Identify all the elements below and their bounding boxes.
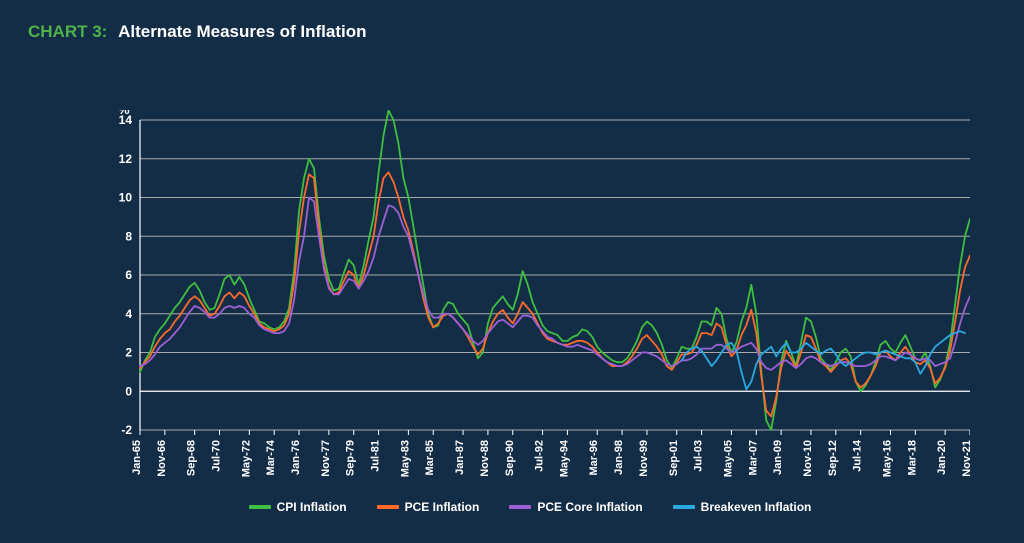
chart-area: -202468101214%Jan-65Nov-66Sep-68Jul-70Ma…: [90, 110, 970, 490]
x-tick-group: Jan-65 Nov-66 Sep-68 Jul-70 May-72 Mar-74 Jan-…: [131, 430, 970, 477]
x-tick-label: Sep-01: [668, 440, 680, 476]
x-tick-label: Jul-14: [852, 439, 864, 472]
legend-swatch: [673, 505, 695, 509]
series-pce: [140, 172, 970, 416]
x-tick-label: Jul-70: [211, 440, 223, 472]
legend-label: Breakeven Inflation: [701, 500, 812, 514]
chart-title-row: CHART 3: Alternate Measures of Inflation: [0, 0, 1024, 42]
x-tick-label: May-05: [722, 440, 734, 477]
legend-item-breakeven: Breakeven Inflation: [673, 500, 812, 514]
y-tick-label: 10: [119, 191, 133, 205]
legend-item-cpi: CPI Inflation: [249, 500, 347, 514]
y-tick-label: 8: [125, 229, 132, 243]
x-tick-label: May-16: [881, 440, 893, 477]
x-tick-label: Jan-98: [613, 440, 625, 475]
x-tick-label: Jul-92: [534, 440, 546, 472]
chart-title: Alternate Measures of Inflation: [118, 22, 366, 41]
y-tick-label: 2: [125, 346, 132, 360]
series-pce-core: [140, 198, 970, 370]
x-tick-label: Jan-76: [290, 440, 302, 475]
x-tick-label: Mar-07: [747, 440, 759, 475]
y-tick-label: 4: [125, 307, 132, 321]
y-tick-label: -2: [121, 423, 132, 437]
x-tick-label: Jan-87: [454, 440, 466, 475]
x-tick-label: Mar-74: [265, 439, 277, 475]
x-tick-label: Jan-09: [772, 440, 784, 475]
chart-number: CHART 3:: [28, 22, 107, 41]
x-tick-label: May-72: [240, 440, 252, 477]
y-tick-label: 6: [125, 268, 132, 282]
x-tick-label: Jan-65: [131, 440, 143, 475]
x-tick-label: Nov-77: [320, 440, 332, 477]
x-tick-label: Jul-03: [693, 440, 705, 472]
x-tick-label: Mar-96: [588, 440, 600, 475]
x-tick-label: Sep-79: [345, 440, 357, 476]
chart-legend: CPI Inflation PCE Inflation PCE Core Infla…: [90, 500, 970, 514]
x-tick-label: Nov-21: [961, 440, 970, 477]
legend-swatch: [249, 505, 271, 509]
legend-label: PCE Inflation: [405, 500, 480, 514]
x-tick-label: Jan-20: [936, 440, 948, 475]
x-tick-label: Sep-90: [504, 440, 516, 476]
x-tick-label: Nov-88: [479, 440, 491, 477]
x-tick-label: May-83: [399, 440, 411, 477]
legend-swatch: [377, 505, 399, 509]
x-tick-label: Sep-68: [186, 440, 198, 476]
x-tick-label: Jul-81: [370, 440, 382, 472]
legend-label: PCE Core Inflation: [537, 500, 642, 514]
x-tick-label: Mar-85: [424, 440, 436, 475]
x-tick-label: Sep-12: [827, 440, 839, 476]
legend-swatch: [509, 505, 531, 509]
chart-svg: -202468101214%Jan-65Nov-66Sep-68Jul-70Ma…: [90, 110, 970, 490]
legend-item-pce_core: PCE Core Inflation: [509, 500, 642, 514]
y-tick-label: 12: [119, 152, 133, 166]
x-tick-label: May-94: [558, 439, 570, 477]
legend-label: CPI Inflation: [277, 500, 347, 514]
x-tick-label: Nov-10: [802, 440, 814, 477]
legend-item-pce: PCE Inflation: [377, 500, 480, 514]
y-tick-label: 0: [125, 384, 132, 398]
y-axis-unit: %: [118, 110, 130, 117]
x-tick-label: Mar-18: [906, 440, 918, 475]
x-tick-label: Nov-99: [638, 440, 650, 477]
x-tick-label: Nov-66: [156, 440, 168, 477]
